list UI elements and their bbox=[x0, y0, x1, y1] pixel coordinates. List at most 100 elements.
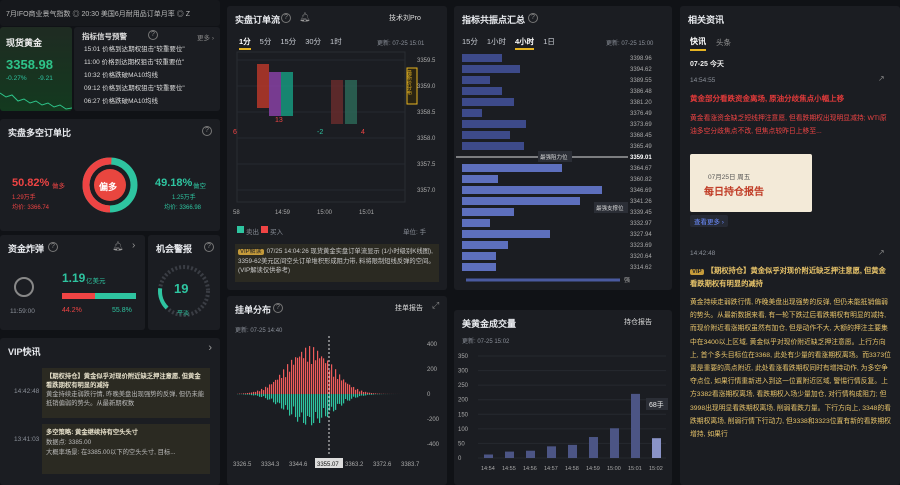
volume-bar bbox=[505, 451, 514, 458]
signal-item[interactable]: 11:00 价格到达期权狙击"较重要位" bbox=[84, 56, 218, 69]
time-tick: 14:55 bbox=[502, 466, 516, 472]
signal-more-link[interactable]: 更多 › bbox=[197, 35, 214, 42]
signal-time: 09:12 bbox=[84, 85, 103, 92]
signal-item[interactable]: 15:01 价格到达期权狙击"较重要位" bbox=[84, 43, 218, 56]
long-label: 做多 bbox=[52, 183, 65, 190]
spot-title: 现货黄金 bbox=[6, 38, 43, 48]
cell-value: 13 bbox=[275, 117, 283, 124]
tooltip-box bbox=[646, 398, 668, 410]
help-icon[interactable]: ? bbox=[281, 13, 291, 23]
time-tick: 14:59 bbox=[586, 466, 600, 472]
time-tick: 14:58 bbox=[565, 466, 579, 472]
short-label: 做空 bbox=[193, 183, 206, 190]
news-body: 黄金看涨资金缺乏短线押注意愿, 但看跌期权出现明显减持; WTI原油多空分歧焦点… bbox=[690, 115, 887, 135]
longshort-panel: 实盘多空订单比 ? 50.82% 做多 1.29万手 均价: 3366.74 偏… bbox=[0, 119, 220, 231]
options-report-link[interactable]: 挂单报告 bbox=[395, 305, 423, 312]
resonance-updated: 更新: 07-25 15:00 bbox=[606, 41, 654, 47]
news-headline[interactable]: VIP 【期权持仓】黄金似乎对现价附近缺乏押注意愿, 但黄金看跌期权有明显的减持 bbox=[690, 265, 892, 290]
buy-bar bbox=[301, 351, 303, 394]
see-more-link[interactable]: 查看更多 › bbox=[690, 215, 728, 227]
volume-panel: 美黄金成交量 持仓报告 更新: 07-25 15:02 350 300 250 200… bbox=[454, 310, 672, 485]
timeframe-tab[interactable]: 1时 bbox=[330, 37, 342, 46]
help-icon[interactable]: ? bbox=[148, 30, 158, 40]
buy-bar bbox=[309, 346, 311, 394]
resonance-tab[interactable]: 1小时 bbox=[486, 37, 507, 46]
y-tick: -200 bbox=[427, 417, 440, 423]
orderflow-vip-card[interactable]: VIP解读 07/25 14:04:26 现货黄金实盘订单流显示 (1小时级别K线… bbox=[235, 244, 439, 282]
buy-bar bbox=[271, 384, 273, 394]
spot-sparkline bbox=[0, 92, 72, 110]
sell-bar bbox=[311, 394, 313, 426]
chevron-right-icon[interactable]: › bbox=[132, 240, 136, 251]
vip-item-card[interactable]: 多空策略: 黄金继续持有空头头寸 数据点: 3385.00 大概率场景: 在33… bbox=[42, 424, 210, 474]
vip-title: VIP快讯 bbox=[8, 347, 41, 357]
timeframe-tab[interactable]: 5分 bbox=[259, 37, 272, 46]
tab-headline[interactable]: 头条 bbox=[716, 38, 731, 47]
sell-bar bbox=[253, 394, 255, 396]
resonance-bar bbox=[462, 230, 550, 238]
tab-flash[interactable]: 快讯 bbox=[690, 36, 706, 51]
help-icon[interactable]: ? bbox=[273, 303, 283, 313]
vip-item-time: 14:42:48 bbox=[14, 388, 40, 395]
time-tick: 14:54 bbox=[481, 466, 495, 472]
buy-bar bbox=[335, 369, 337, 394]
help-icon[interactable]: ? bbox=[48, 242, 58, 252]
sell-bar bbox=[267, 394, 269, 400]
sell-bar bbox=[309, 394, 311, 417]
resonance-tab[interactable]: 4小时 bbox=[515, 37, 535, 50]
buy-bar bbox=[341, 380, 343, 394]
help-icon[interactable]: ? bbox=[202, 126, 212, 136]
volume-chart: 350 300 250 200 150 100 50 0 14:54 14:55 14:56 14:5… bbox=[458, 354, 668, 472]
resonance-tab[interactable]: 1日 bbox=[543, 37, 555, 46]
bomb-value: 1.19 bbox=[62, 271, 86, 285]
vip-item-headline: 多空策略: 黄金继续持有空头头寸 bbox=[46, 429, 139, 436]
sell-bar bbox=[349, 394, 351, 401]
share-icon[interactable]: ↗ bbox=[878, 74, 885, 83]
signal-item[interactable]: 10:32 价格跌破MA10均线 bbox=[84, 69, 218, 82]
resonance-bar bbox=[462, 263, 496, 271]
news-headline[interactable]: 黄金部分看跌资金离场, 原油分歧焦点小幅上移 bbox=[690, 94, 845, 103]
sell-bar bbox=[255, 394, 257, 396]
cell-value: -2 bbox=[317, 129, 323, 136]
ticker-bar[interactable]: 7月IFO商业景气指数 ◎ 20:30 美国6月耐用品订单月率 ◎ Z bbox=[0, 0, 220, 26]
sell-bar bbox=[367, 394, 369, 395]
buy-bar bbox=[375, 393, 377, 394]
spot-gold-card[interactable]: 现货黄金 3358.98 -0.27% -9.21 bbox=[0, 27, 72, 111]
sell-bar bbox=[345, 394, 347, 399]
ticker-text: 7月IFO商业景气指数 ◎ 20:30 美国6月耐用品订单月率 ◎ Z bbox=[6, 11, 190, 18]
long-avg: 均价: 3366.74 bbox=[12, 205, 50, 211]
option-distribution-panel: 挂单分布 ? 挂单报告 ⤢ 更新: 07-25 14:40 400 200 0 -20… bbox=[227, 296, 447, 485]
vip-item-card[interactable]: 【期权持仓】黄金似乎对现价附近缺乏押注意愿, 但黄金看跌期权有明显的减持 黄金持… bbox=[42, 368, 210, 418]
tech-pro-link[interactable]: 技术刘Pro bbox=[389, 15, 421, 22]
resonance-bar bbox=[462, 98, 514, 106]
holding-report-link[interactable]: 持仓报告 bbox=[624, 319, 652, 326]
bell-icon[interactable]: 🔔︎ bbox=[299, 12, 311, 22]
buy-bar bbox=[365, 391, 367, 394]
chevron-right-icon[interactable]: › bbox=[208, 342, 212, 354]
help-icon[interactable]: ? bbox=[528, 13, 538, 23]
time-tick: 14:59 bbox=[275, 210, 291, 216]
daily-report-banner[interactable]: 07月25日 周五 每日持仓报告 bbox=[690, 154, 812, 212]
price-level: 3389.55 bbox=[630, 78, 652, 84]
resonance-tab[interactable]: 15分 bbox=[462, 37, 478, 46]
price-level: 3320.64 bbox=[630, 254, 652, 260]
signal-item[interactable]: 06:27 价格跌破MA10均线 bbox=[84, 95, 218, 108]
signal-item[interactable]: 09:12 价格到达期权狙击"较重要位" bbox=[84, 82, 218, 95]
help-icon[interactable]: ? bbox=[204, 242, 214, 252]
short-avg: 均价: 3366.98 bbox=[164, 205, 202, 211]
spot-price: 3358.98 bbox=[6, 57, 53, 72]
signal-text: 价格到达期权狙击"较重要位" bbox=[102, 46, 185, 53]
share-icon[interactable]: ↗ bbox=[878, 248, 885, 257]
timeframe-tab[interactable]: 1分 bbox=[239, 37, 251, 50]
buy-bar bbox=[369, 392, 371, 394]
buy-bar bbox=[367, 392, 369, 394]
volume-bar bbox=[589, 437, 598, 458]
timeframe-tab[interactable]: 30分 bbox=[305, 37, 322, 46]
sell-bar bbox=[339, 394, 341, 404]
timeframe-tab[interactable]: 15分 bbox=[280, 37, 297, 46]
bell-icon[interactable]: 🔔︎ bbox=[112, 241, 124, 251]
price-level: 3365.49 bbox=[630, 144, 652, 150]
bomb-panel: 资金炸弹 ? 🔔︎ › 11:59:00 1.19 亿美元 44.2% 55.8… bbox=[0, 235, 145, 330]
buy-bar bbox=[273, 381, 275, 394]
expand-icon[interactable]: ⤢ bbox=[432, 300, 440, 310]
